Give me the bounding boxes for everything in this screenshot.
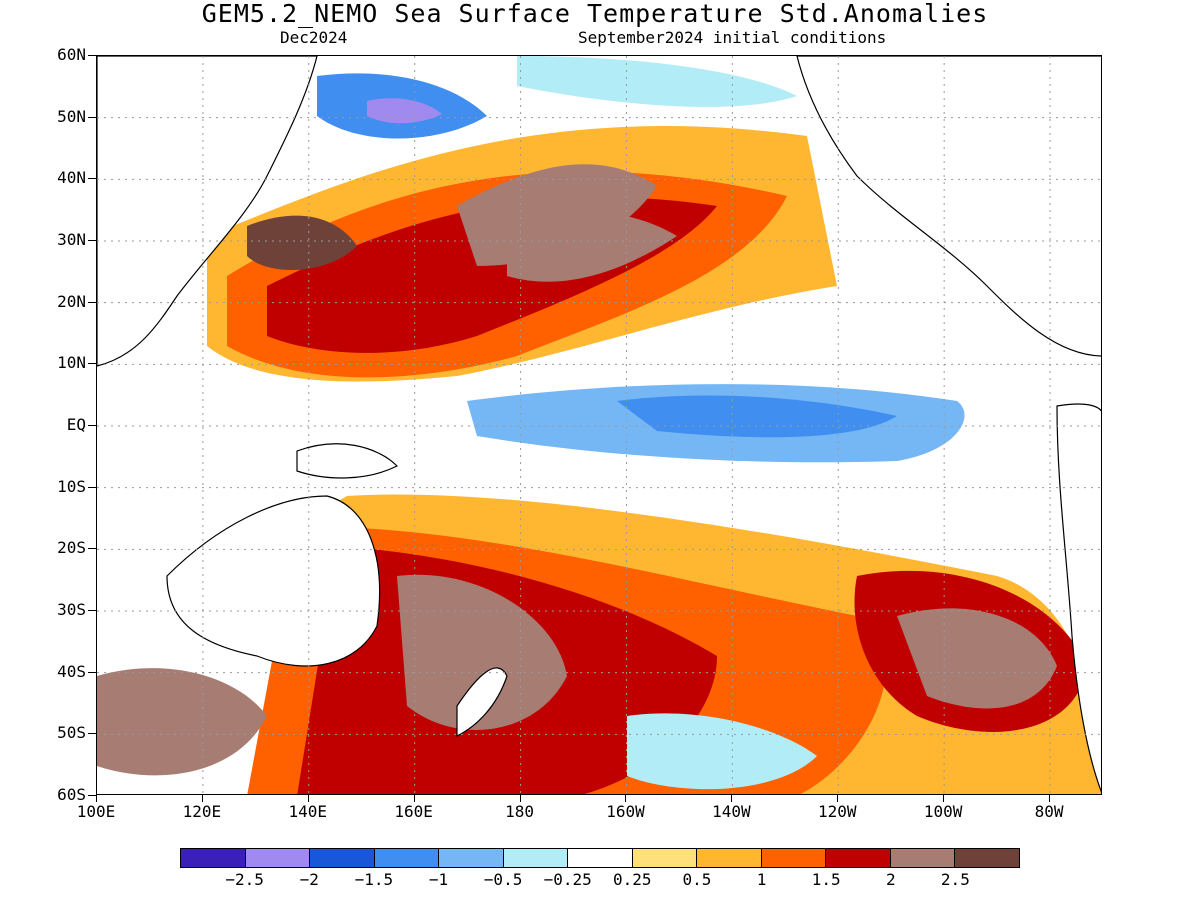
- lon-label: 100W: [923, 802, 963, 821]
- colorbar-label: −1.5: [354, 870, 394, 889]
- colorbar-swatch: [245, 849, 311, 867]
- colorbar-label: −0.5: [483, 870, 523, 889]
- lat-tick: [88, 178, 96, 180]
- colorbar-swatch: [955, 849, 1019, 867]
- lat-label: 40N: [57, 168, 86, 188]
- lat-tick: [88, 486, 96, 488]
- lat-label: 30S: [57, 600, 86, 619]
- lon-tick: [96, 795, 97, 802]
- lon-tick: [731, 795, 733, 802]
- north-america-landmass: [796, 56, 1101, 357]
- lon-label: 180: [505, 802, 535, 821]
- lat-label: 40S: [57, 661, 86, 681]
- lon-label: 140W: [712, 802, 751, 821]
- asia-landmass: [97, 56, 318, 367]
- lat-tick: [88, 301, 96, 303]
- colorbar: [180, 848, 1020, 868]
- colorbar-label: 2.5: [940, 870, 970, 889]
- lat-tick: [88, 55, 96, 56]
- colorbar-label: 1.5: [811, 870, 841, 889]
- sst-anomaly-map: [96, 55, 1102, 795]
- lon-label: 140E: [288, 802, 328, 821]
- kuroshio-extreme: [247, 215, 357, 270]
- lat-label: 20S: [57, 538, 86, 558]
- lat-tick: [88, 116, 96, 118]
- colorbar-swatch: [890, 849, 956, 867]
- graticule: [97, 56, 1101, 794]
- lat-tick: [88, 671, 96, 673]
- lat-tick: [88, 733, 96, 735]
- lon-tick: [519, 795, 521, 802]
- lon-tick: [625, 795, 627, 802]
- se-pacific-cool: [627, 713, 817, 790]
- lon-label: 160W: [606, 802, 645, 821]
- lat-label: 50N: [57, 106, 86, 126]
- lon-label: 160E: [394, 802, 433, 821]
- colorbar-label: −0.25: [543, 870, 592, 889]
- initial-conditions: September2024 initial conditions: [578, 28, 887, 47]
- lat-tick: [88, 795, 96, 796]
- colorbar-swatch: [374, 849, 440, 867]
- lat-label: 60S: [57, 785, 86, 804]
- colorbar-swatch: [310, 849, 375, 867]
- lat-label: 60N: [57, 45, 86, 64]
- colorbar-label: 2: [885, 870, 896, 889]
- new-zealand-landmass: [456, 667, 508, 737]
- lon-tick: [201, 795, 203, 802]
- lat-label: 30N: [57, 230, 86, 249]
- lat-label: 10N: [57, 353, 86, 373]
- anomaly-field: [97, 56, 1101, 794]
- colorbar-swatch: [761, 849, 827, 867]
- colorbar-swatch: [439, 849, 504, 867]
- lon-tick: [413, 795, 415, 802]
- lat-label: EQ: [66, 415, 86, 434]
- lat-tick: [88, 240, 96, 241]
- lat-tick: [88, 610, 96, 611]
- lat-tick: [88, 548, 96, 550]
- land: [97, 56, 1101, 793]
- lat-tick: [88, 363, 96, 365]
- lon-tick: [837, 795, 839, 802]
- lon-tick: [943, 795, 945, 802]
- lat-label: 20N: [57, 291, 86, 311]
- se-pacific-extreme: [897, 608, 1057, 709]
- colorbar-label: −2: [299, 870, 319, 889]
- lon-label: 80W: [1034, 802, 1064, 821]
- south-america-landmass: [1056, 403, 1101, 793]
- colorbar-swatch: [503, 849, 569, 867]
- indian-ocean-extreme: [97, 668, 267, 776]
- la-nina-core: [617, 395, 897, 438]
- colorbar-label: −2.5: [225, 870, 264, 889]
- colorbar-label: 0.25: [613, 870, 652, 889]
- colorbar-swatch: [826, 849, 891, 867]
- lat-label: 50S: [57, 723, 86, 743]
- lon-tick: [307, 795, 309, 802]
- tasman-extreme: [397, 574, 567, 730]
- ne-pacific-cool: [517, 56, 797, 107]
- colorbar-label: −1: [428, 870, 449, 889]
- new-guinea-landmass: [296, 443, 399, 479]
- colorbar-swatch: [697, 849, 762, 867]
- lat-tick: [88, 425, 96, 426]
- lat-label: 10S: [57, 476, 86, 496]
- lon-label: 120E: [182, 802, 222, 821]
- lon-label: 100E: [76, 802, 116, 821]
- forecast-month: Dec2024: [280, 28, 348, 47]
- colorbar-swatch: [181, 849, 246, 867]
- colorbar-label: 0.5: [682, 870, 712, 889]
- colorbar-swatch: [568, 849, 633, 867]
- australia-landmass: [166, 495, 381, 667]
- colorbar-swatch: [632, 849, 698, 867]
- map-title: GEM5.2_NEMO Sea Surface Temperature Std.…: [201, 0, 989, 28]
- lon-tick: [1049, 795, 1051, 802]
- north-pacific-extreme-2: [507, 212, 677, 282]
- lon-label: 120W: [817, 802, 857, 821]
- colorbar-label: 1: [756, 870, 767, 889]
- okhotsk-very-cold: [367, 98, 442, 124]
